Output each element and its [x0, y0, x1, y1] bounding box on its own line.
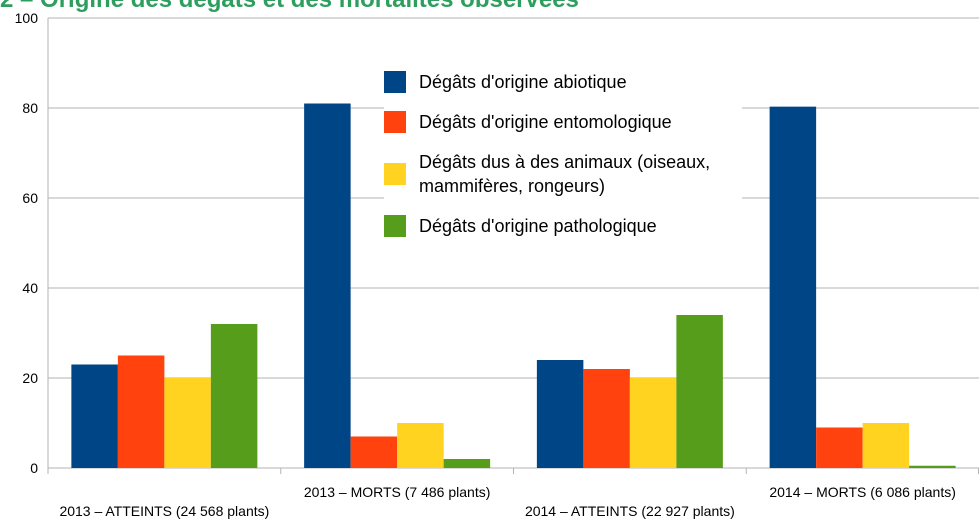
- legend-swatch: [384, 71, 406, 93]
- bar: [443, 459, 491, 468]
- bar: [304, 103, 351, 468]
- legend-item: Dégâts d'origine pathologique: [384, 214, 742, 238]
- legend-item: Dégâts d'origine abiotique: [384, 70, 742, 94]
- x-tick-label: 2014 – ATTEINTS (22 927 plants): [525, 503, 735, 519]
- legend-item: Dégâts d'origine entomologique: [384, 110, 742, 134]
- chart-title: 2 – Origine des dégâts et des mortalités…: [0, 0, 579, 13]
- legend-swatch: [384, 215, 406, 237]
- y-tick-label: 100: [15, 10, 39, 26]
- legend-swatch: [384, 111, 406, 133]
- bar: [909, 465, 956, 468]
- legend-label: Dégâts d'origine abiotique: [419, 72, 627, 92]
- bar: [583, 369, 630, 468]
- bar: [536, 360, 584, 468]
- bar: [397, 423, 444, 468]
- bar: [676, 315, 723, 468]
- y-tick-label: 60: [22, 190, 38, 206]
- bar: [350, 436, 398, 468]
- y-tick-label: 40: [22, 280, 38, 296]
- bar: [816, 427, 863, 468]
- legend-label: Dégâts dus à des animaux (oiseaux, mammi…: [419, 152, 711, 196]
- bar: [164, 378, 211, 468]
- x-tick-label: 2013 – MORTS (7 486 plants): [304, 484, 491, 500]
- x-tick-label: 2013 – ATTEINTS (24 568 plants): [59, 503, 269, 519]
- legend-item: Dégâts dus à des animaux (oiseaux, mammi…: [384, 150, 742, 198]
- bar: [862, 423, 910, 468]
- bar: [629, 378, 677, 468]
- y-tick-label: 80: [22, 100, 38, 116]
- bar: [210, 324, 258, 468]
- legend: Dégâts d'origine abiotique Dégâts d'origi…: [384, 68, 742, 244]
- legend-swatch: [384, 163, 406, 185]
- legend-label: Dégâts d'origine pathologique: [419, 216, 657, 236]
- bar: [117, 355, 165, 468]
- y-tick-label: 0: [30, 460, 38, 476]
- y-tick-label: 20: [22, 370, 38, 386]
- x-tick-label: 2014 – MORTS (6 086 plants): [769, 484, 956, 500]
- bar: [71, 364, 118, 468]
- bar: [769, 106, 817, 469]
- legend-label: Dégâts d'origine entomologique: [419, 112, 672, 132]
